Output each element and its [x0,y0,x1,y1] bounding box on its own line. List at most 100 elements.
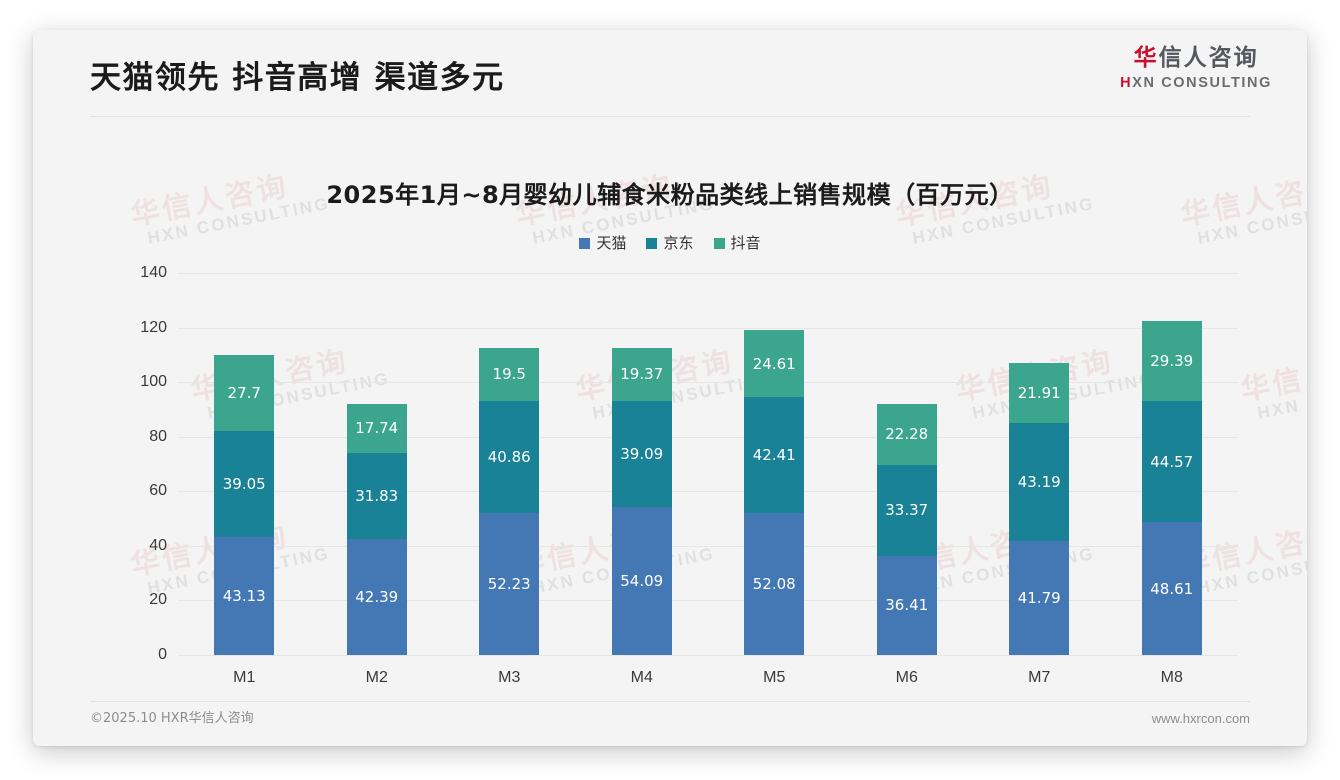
bar-segment[interactable]: 19.5 [479,347,540,402]
bar-stack[interactable]: 54.09 39.09 19.37 [611,347,672,655]
bar-value-label: 42.39 [355,588,399,607]
legend-swatch-icon [713,238,725,249]
bar-value-label: 36.41 [885,596,929,615]
y-axis-tick-label: 20 [149,591,167,609]
bar-segment[interactable]: 33.37 [876,464,937,556]
legend-item-0[interactable]: 天猫 [579,236,626,251]
page-title: 天猫领先 抖音高增 渠道多元 [90,60,505,96]
bar-value-label: 42.41 [752,446,796,465]
bar-value-label: 19.37 [620,365,664,384]
legend-label: 抖音 [730,234,761,252]
bar-segment[interactable]: 24.61 [744,330,805,398]
bar-stack[interactable]: 52.08 42.41 24.61 [744,330,805,655]
gridline [178,327,1238,329]
bar-value-label: 52.23 [487,574,531,593]
bar-segment[interactable]: 43.13 [214,537,275,655]
bar-value-label: 31.83 [355,486,399,505]
bar-value-label: 22.28 [885,425,929,444]
footer-copyright: ©2025.10 HXR华信人咨询 [90,711,254,726]
header-divider [90,116,1250,117]
bar-segment[interactable]: 22.28 [876,403,937,465]
legend-item-2[interactable]: 抖音 [713,234,761,252]
bar-value-label: 41.79 [1017,588,1061,607]
bar-segment[interactable]: 41.79 [1009,540,1070,655]
x-axis-tick-label: M8 [1160,669,1183,686]
gridline [178,273,1238,274]
legend-item-1[interactable]: 京东 [646,234,694,252]
bar-value-label: 43.19 [1017,473,1061,492]
bar-stack[interactable]: 48.61 44.57 29.39 [1141,320,1202,655]
gridline [178,436,1238,438]
bar-segment[interactable]: 27.7 [214,355,275,431]
brand-logo-cn-accent: 华 [1133,45,1159,71]
chart-title: 2025年1月~8月婴幼儿辅食米粉品类线上销售规模（百万元） [326,181,1014,209]
gridline [178,382,1238,384]
bar-segment[interactable]: 39.09 [611,400,672,508]
bar-value-label: 27.7 [227,383,261,402]
bar-segment[interactable]: 21.91 [1009,363,1070,424]
x-axis-tick-label: M5 [763,669,786,686]
bar-value-label: 24.61 [752,354,796,373]
legend-label: 天猫 [596,234,627,252]
bar-segment[interactable]: 42.39 [346,539,407,655]
x-axis-tick-label: M4 [630,669,653,686]
bar-stack[interactable]: 43.13 39.05 27.7 [214,355,275,655]
bar-value-label: 40.86 [487,447,531,466]
y-axis-tick-label: 40 [149,536,167,554]
bar-segment[interactable]: 48.61 [1141,522,1202,655]
y-axis-tick-label: 60 [149,482,167,500]
gridline [178,491,1238,493]
brand-logo-en-accent: H [1120,75,1133,91]
bar-segment[interactable]: 31.83 [346,452,407,540]
chart-legend: 天猫 京东 抖音 [33,236,1307,251]
bar-segment[interactable]: 52.08 [744,512,805,655]
bar-segment[interactable]: 44.57 [1141,400,1202,523]
bar-segment[interactable]: 43.19 [1009,423,1070,541]
slide-card: 华信人咨询 HXN CONSULTING 华信人咨询 HXN CONSULTING 华信… [33,30,1307,746]
brand-logo-en: HXN CONSULTING [1120,73,1272,93]
bar-segment[interactable]: 42.41 [744,397,805,513]
bar-value-label: 33.37 [885,501,929,520]
bar-stack[interactable]: 36.41 33.37 22.28 [876,403,937,655]
y-axis-tick-label: 120 [140,318,167,336]
x-axis-tick-label: M1 [233,669,256,686]
bar-value-label: 52.08 [752,574,796,593]
bar-stack[interactable]: 41.79 43.19 21.91 [1009,363,1070,655]
bar-segment[interactable]: 17.74 [346,404,407,453]
bar-segment[interactable]: 39.05 [214,430,275,538]
x-axis-tick-label: M6 [895,669,918,686]
bar-stack[interactable]: 52.23 40.86 19.5 [479,347,540,655]
bar-segment[interactable]: 52.23 [479,512,540,655]
bar-value-label: 54.09 [620,572,664,591]
bar-value-label: 39.09 [620,445,664,464]
bar-segment[interactable]: 40.86 [479,401,540,513]
bar-value-label: 43.13 [222,587,266,606]
gridline [178,545,1238,547]
y-axis-tick-label: 100 [140,373,167,391]
bar-value-label: 39.05 [222,475,266,494]
x-axis-tick-label: M3 [498,669,521,686]
bar-value-label: 19.5 [492,365,526,384]
bar-segment[interactable]: 36.41 [876,555,937,655]
legend-swatch-icon [579,238,591,249]
bar-stack[interactable]: 42.39 31.83 17.74 [346,404,407,655]
bar-value-label: 29.39 [1150,351,1194,370]
y-axis-tick-label: 80 [149,427,167,445]
gridline [178,600,1238,602]
brand-logo-cn-rest: 信人咨询 [1158,45,1259,71]
brand-logo-en-rest: XN CONSULTING [1132,75,1272,91]
bar-value-label: 21.91 [1017,384,1061,403]
y-axis-tick-label: 0 [158,646,167,663]
bar-value-label: 48.61 [1150,579,1194,598]
y-axis-tick-label: 140 [140,264,167,281]
gridline [178,655,1238,656]
bar-segment[interactable]: 54.09 [611,507,672,655]
bar-segment[interactable]: 19.37 [611,347,672,401]
legend-label: 京东 [663,234,694,252]
x-axis-tick-label: M2 [365,669,388,686]
legend-swatch-icon [646,238,658,249]
bar-segment[interactable]: 29.39 [1141,320,1202,401]
brand-logo-cn: 华信人咨询 [1120,43,1272,73]
chart-plot: 0 20 40 60 80 100 120 140 43.13 39.05 27.7 M1 42.39 3… [140,264,1238,686]
slide-header: 天猫领先 抖音高增 渠道多元 华信人咨询 HXN CONSULTING [33,30,1307,118]
